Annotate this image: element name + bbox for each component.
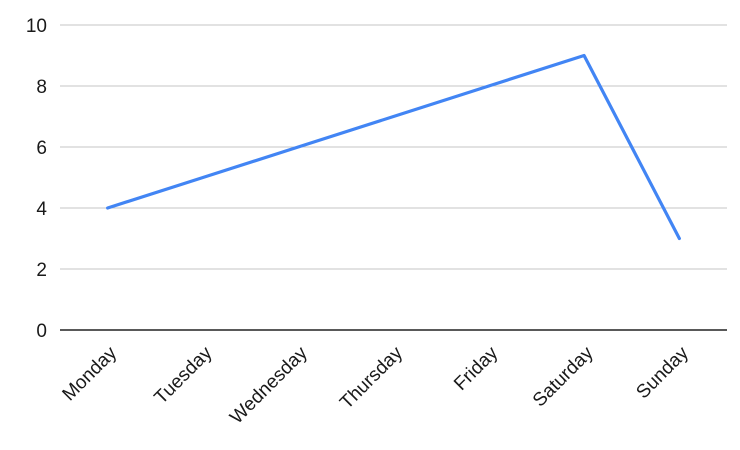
y-axis-ticks: 0 2 4 6 8 10	[26, 16, 48, 342]
data-point	[678, 237, 681, 240]
data-point	[582, 54, 586, 57]
x-tick-label: Wednesday	[226, 342, 312, 428]
x-tick-label: Monday	[59, 342, 122, 405]
y-tick-label: 10	[26, 16, 47, 37]
y-tick-label: 8	[36, 77, 47, 98]
data-point	[106, 206, 109, 210]
x-tick-label: Sunday	[632, 342, 693, 403]
y-tick-label: 2	[36, 260, 47, 281]
y-tick-label: 4	[36, 199, 47, 220]
data-point	[297, 145, 300, 149]
gridlines	[60, 24, 727, 270]
data-point	[201, 176, 205, 179]
y-tick-label: 0	[36, 321, 47, 342]
data-point	[487, 84, 490, 88]
x-tick-label: Friday	[450, 342, 503, 395]
x-axis-ticks: Monday Tuesday Wednesday Thursday Friday Satu…	[59, 342, 694, 428]
data-point	[392, 115, 395, 118]
x-tick-label: Tuesday	[151, 342, 217, 408]
y-tick-label: 6	[36, 138, 47, 159]
series-group	[106, 53, 681, 241]
x-tick-label: Thursday	[336, 342, 407, 413]
x-tick-label: Saturday	[529, 342, 598, 411]
